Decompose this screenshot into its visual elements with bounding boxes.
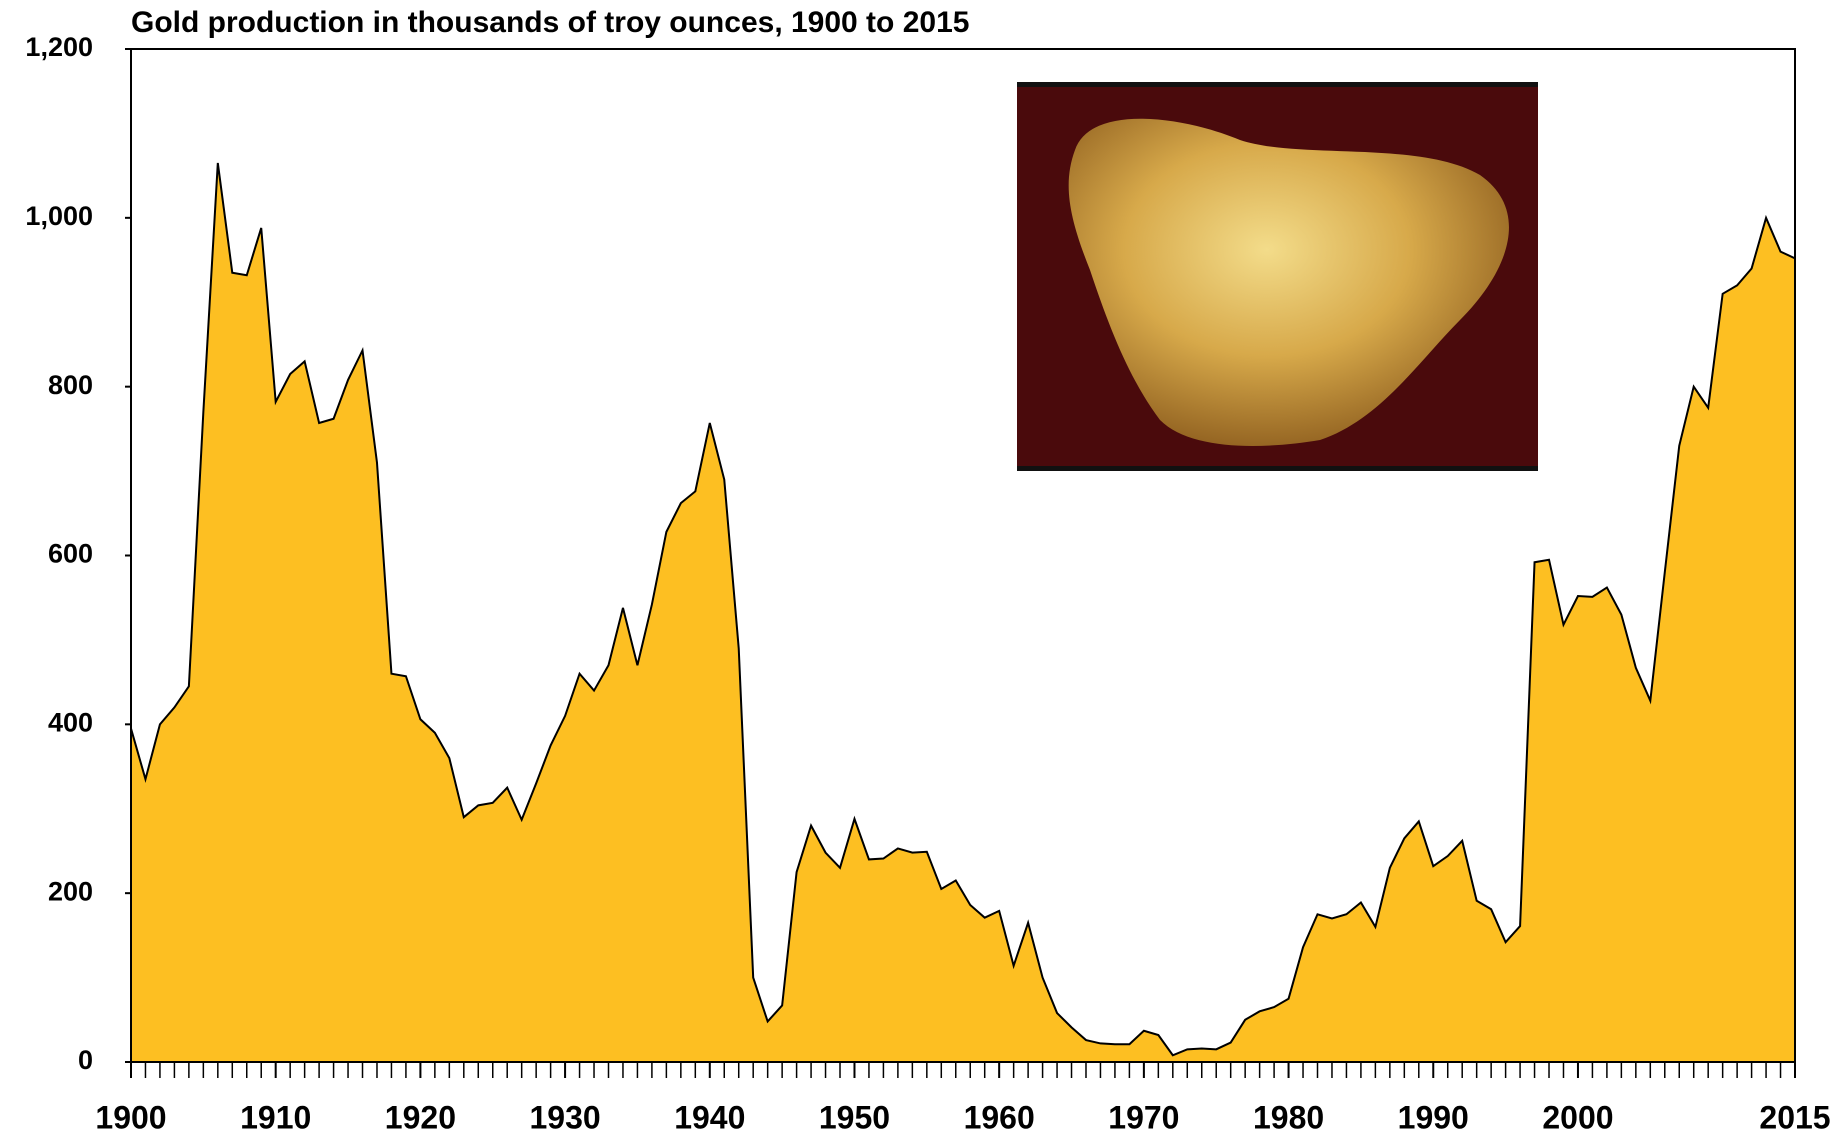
photo-border	[1017, 82, 1538, 87]
area-line	[130, 162, 1796, 1057]
y-tick-label: 800	[48, 370, 93, 400]
area	[131, 162, 1795, 1062]
y-tick-label: 200	[48, 876, 93, 906]
gold-nugget	[1068, 118, 1509, 446]
y-tick-label: 0	[78, 1045, 93, 1075]
x-tick-label: 1950	[819, 1099, 890, 1134]
y-tick-label: 1,200	[25, 32, 93, 62]
chart-title: Gold production in thousands of troy oun…	[131, 6, 969, 39]
x-tick-label: 1980	[1253, 1099, 1324, 1134]
x-tick-label: 1900	[95, 1099, 166, 1134]
x-tick-label: 2015	[1759, 1099, 1830, 1134]
y-tick-label: 600	[48, 539, 93, 569]
x-tick-label: 1940	[674, 1099, 745, 1134]
x-tick-label: 1930	[529, 1099, 600, 1134]
photo-border	[1017, 466, 1538, 471]
photo	[1017, 82, 1538, 471]
y-tick-label: 400	[48, 707, 93, 737]
x-tick-label: 2000	[1542, 1099, 1613, 1134]
y-tick-label: 1,000	[25, 201, 93, 231]
x-tick-label: 1990	[1398, 1099, 1469, 1134]
x-tick-label: 1960	[964, 1099, 1035, 1134]
x-tick-label: 1970	[1108, 1099, 1179, 1134]
plot-area: 1900 1910 1920 1930 1940 1950 1960 1970 1980 1990…	[25, 32, 1830, 1134]
x-tick-label: 1910	[240, 1099, 311, 1134]
x-tick-label: 1920	[385, 1099, 456, 1134]
